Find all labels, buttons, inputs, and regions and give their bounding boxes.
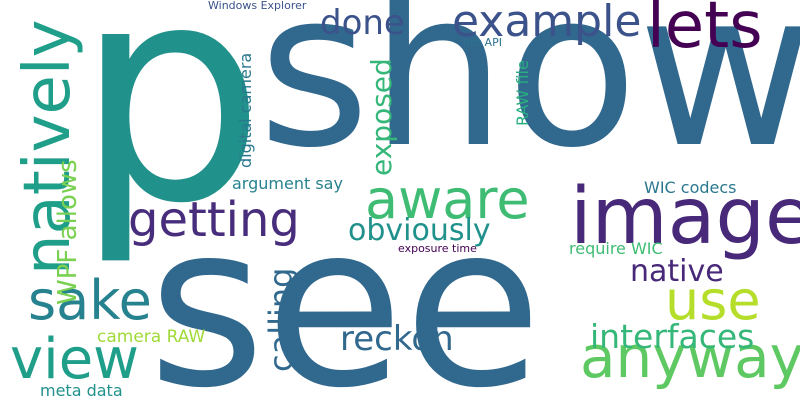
word-view: view [10,327,139,392]
word-show: show [258,0,800,195]
word-use: use [665,269,761,332]
word-anyway: anyway [580,323,800,391]
word-p: p [75,0,266,269]
word-exposure-time: exposure time [398,242,477,255]
word-native: native [630,254,724,289]
word-obviously: obviously [348,213,491,248]
word-windows-explorer: Windows Explorer [208,0,307,12]
word-reckon: reckon [340,319,454,359]
word-calling: calling [262,267,300,372]
word-wic-codecs: WIC codecs [644,178,737,197]
word-getting: getting [128,192,300,248]
word-see: see [148,176,543,400]
word-wpf-allows: WPF allows [53,159,83,305]
word-digital-camera: digital camera [236,52,255,168]
word-lets: lets [647,0,763,63]
word-camera-raw: camera RAW [97,327,206,347]
word-meta-data: meta data [40,381,123,400]
word-sake: sake [28,269,152,332]
word-done: done [320,3,405,43]
word-net-api: net API [463,36,502,49]
word-image: image [570,172,800,262]
word-interfaces: interfaces [590,317,755,356]
word-aware: aware [365,168,530,231]
word-require-wic: require WIC [569,239,663,258]
word-raw-file: RAW file [513,60,532,126]
word-argument-say: argument say [232,174,343,193]
word-example: example [452,0,642,47]
word-exposed: exposed [365,58,398,176]
